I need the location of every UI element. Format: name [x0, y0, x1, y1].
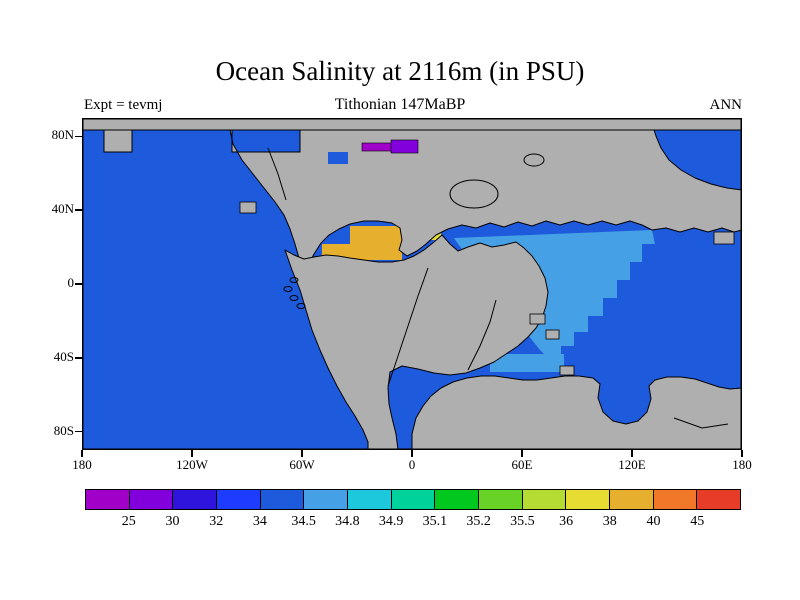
lon-tick-mark	[741, 450, 743, 457]
page-title: Ocean Salinity at 2116m (in PSU)	[215, 56, 585, 86]
colorbar-segment-9	[479, 490, 523, 509]
island-block	[713, 231, 735, 245]
colorbar-level-38: 38	[602, 514, 617, 529]
lat-tick-mark	[75, 135, 82, 138]
colorbar-segment-2	[173, 490, 218, 509]
interior-boundary-line	[267, 147, 287, 201]
lat-tick-label-80N: 80N	[51, 127, 74, 143]
lat-tick-label-0: 0	[67, 275, 75, 290]
island-outline	[289, 295, 299, 301]
lon-tick-mark	[631, 450, 633, 457]
paleo-map-svg	[82, 118, 742, 450]
lat-tick-label-40S: 40S	[53, 348, 74, 364]
inland-lake-outline	[449, 179, 499, 209]
lon-tick-label-120W-1: 120W	[176, 457, 208, 472]
interior-boundary-line	[673, 417, 729, 429]
colorbar-segment-10	[522, 490, 567, 509]
colorbar-level-35.1: 35.1	[422, 514, 448, 529]
lon-tick-mark	[521, 450, 523, 457]
colorbar-level-35.2: 35.2	[466, 514, 491, 529]
lat-tick-label-80S: 80S	[53, 422, 74, 438]
colorbar-segment-1	[129, 490, 174, 509]
lon-tick-label-120E-5: 120E	[618, 457, 646, 472]
tethys-south-channel	[490, 354, 564, 372]
island-outline	[289, 277, 299, 283]
colorbar-segment-7	[391, 490, 436, 509]
lat-tick-label-40N: 40N	[51, 201, 74, 217]
colorbar-level-36: 36	[559, 514, 574, 529]
lat-tick-mark	[75, 357, 82, 359]
lon-tick-label-60W-2: 60W	[289, 457, 315, 472]
lat-tick-mark	[75, 430, 82, 433]
land-arctic-band	[82, 118, 742, 131]
colorbar-level-25: 25	[121, 514, 136, 529]
land-arctic-notch	[103, 129, 133, 153]
colorbar-segment-0	[86, 490, 130, 509]
colorbar-segment-11	[566, 490, 611, 509]
colorbar-segment-13	[653, 490, 698, 509]
island-block	[529, 313, 546, 325]
colorbar-level-45: 45	[690, 514, 705, 529]
arctic-low-salinity-cell-2	[390, 139, 419, 154]
land-antarctica-australia	[411, 375, 742, 450]
lon-tick-mark	[411, 450, 413, 457]
lon-tick-label-180-6: 180	[732, 457, 752, 472]
island-outline	[296, 303, 306, 309]
colorbar-level-35.5: 35.5	[510, 514, 535, 529]
arctic-low-salinity-cell-1	[361, 142, 393, 152]
colorbar-segment-4	[260, 490, 305, 509]
island-block	[545, 329, 560, 340]
high-salinity-basin	[350, 226, 402, 260]
map-frame	[82, 118, 742, 450]
lat-tick-mark	[75, 209, 82, 211]
island-outline	[283, 286, 293, 292]
colorbar-level-34.9: 34.9	[378, 514, 404, 529]
island-block	[559, 365, 575, 376]
lon-tick-label-0-3: 0	[408, 457, 416, 472]
interior-boundary-line	[387, 267, 429, 387]
colorbar-segment-8	[435, 490, 480, 509]
colorbar-segment-14	[697, 490, 741, 509]
season-label: ANN	[709, 97, 743, 113]
colorbar-segment-6	[348, 490, 392, 509]
land-gondwana	[284, 234, 549, 450]
arctic-sea-cell	[328, 152, 348, 164]
colorbar-segment-5	[304, 490, 349, 509]
inland-lake-outline	[523, 153, 545, 167]
colorbar-level-34.5: 34.5	[291, 514, 316, 529]
colorbar-level-32: 32	[209, 514, 224, 529]
lon-tick-mark	[81, 450, 83, 457]
lat-tick-mark	[75, 283, 82, 285]
colorbar-level-34.8: 34.8	[335, 514, 360, 529]
lon-tick-mark	[191, 450, 193, 457]
colorbar-level-30: 30	[165, 514, 180, 529]
colorbar-level-40: 40	[646, 514, 661, 529]
subtitle: Tithonian 147MaBP	[334, 96, 466, 113]
experiment-label: Expt = tevmj	[84, 97, 163, 113]
lon-tick-label-60E-4: 60E	[511, 457, 533, 472]
colorbar-segment-12	[610, 490, 654, 509]
colorbar-level-34: 34	[252, 514, 267, 529]
interior-boundary-line	[467, 299, 497, 371]
colorbar	[85, 489, 741, 510]
colorbar-segment-3	[217, 490, 261, 509]
lon-tick-label-180-0: 180	[72, 457, 92, 472]
lon-tick-mark	[301, 450, 303, 457]
island-block	[239, 201, 257, 214]
